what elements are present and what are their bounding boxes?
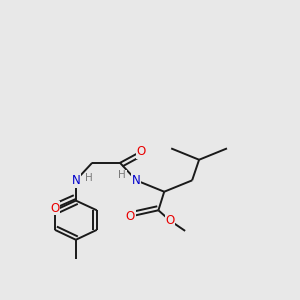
- Text: O: O: [165, 214, 175, 227]
- Text: N: N: [71, 174, 80, 187]
- Text: H: H: [118, 170, 126, 180]
- Text: O: O: [136, 145, 146, 158]
- Text: N: N: [132, 174, 141, 187]
- Text: H: H: [85, 173, 92, 183]
- Text: O: O: [126, 210, 135, 223]
- Text: O: O: [50, 202, 60, 215]
